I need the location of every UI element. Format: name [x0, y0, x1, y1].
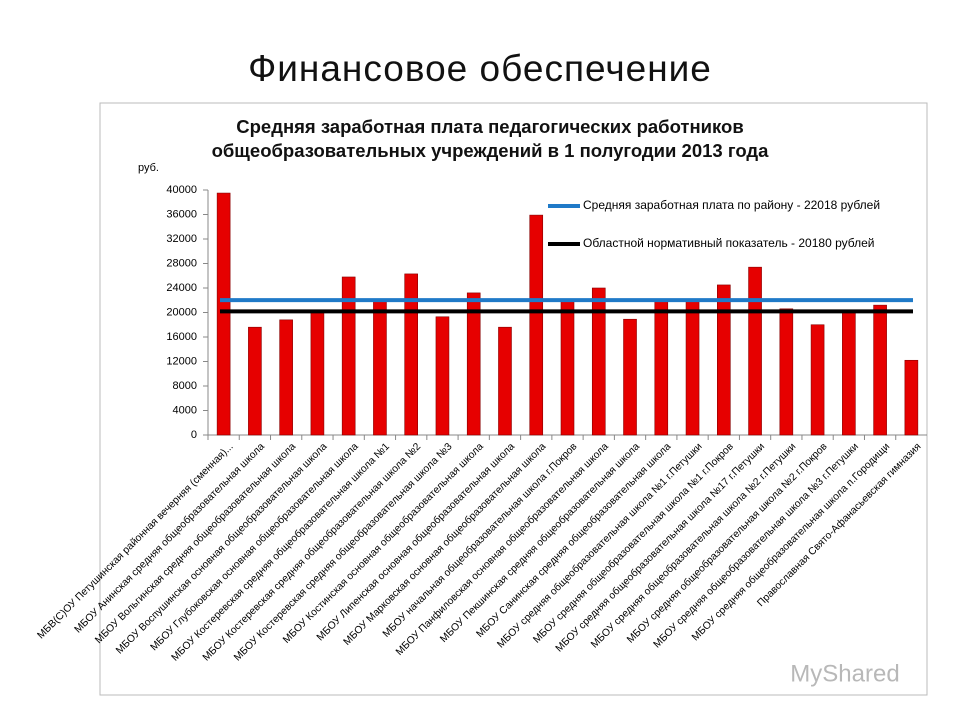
- slide-title: Финансовое обеспечение: [248, 48, 712, 89]
- bar: [842, 312, 856, 436]
- y-tick-label: 36000: [166, 208, 197, 220]
- bar: [591, 287, 606, 436]
- bar: [904, 359, 919, 436]
- bar: [779, 308, 794, 436]
- x-tick-label: МБОУ средняя общеобразовательная школа №…: [495, 440, 705, 650]
- y-tick-label: 4000: [173, 404, 197, 416]
- x-tick-label: МБОУ Марковская основная общеобразовател…: [341, 440, 548, 647]
- x-tick-label: МБОУ средняя общеобразовательная школа №…: [531, 440, 736, 645]
- watermark: MyShared: [790, 660, 899, 687]
- bar: [216, 192, 231, 436]
- x-tick-label: МБОУ средняя общеобразовательная школа п…: [689, 440, 892, 643]
- y-axis-label: руб.: [138, 162, 159, 174]
- y-tick-label: 24000: [166, 282, 197, 294]
- y-tick-label: 16000: [166, 331, 197, 343]
- bar: [654, 301, 669, 436]
- bar: [498, 326, 512, 436]
- bar: [435, 316, 450, 436]
- x-tick-label: МБОУ Вольгинская средняя общеобразовател…: [93, 440, 299, 646]
- bar: [248, 326, 262, 436]
- legend-label: Областной нормативный показатель - 20180…: [583, 236, 874, 250]
- bar: [717, 284, 731, 436]
- x-tick-label: МБОУ Пекшинская средняя общеобразователь…: [438, 440, 643, 645]
- bar: [748, 266, 762, 436]
- chart-frame: [99, 102, 928, 696]
- y-tick-label: 28000: [166, 257, 197, 269]
- bar: [404, 273, 418, 436]
- bar: [341, 276, 356, 436]
- bar: [685, 301, 700, 436]
- bar: [529, 214, 544, 436]
- bar: [466, 292, 481, 436]
- y-tick-label: 8000: [173, 380, 197, 392]
- y-tick-label: 40000: [166, 184, 197, 196]
- bar: [560, 301, 575, 436]
- legend-label: Средняя заработная плата по району - 220…: [583, 198, 880, 212]
- x-tick-label: МБОУ средняя общеобразовательная школа №…: [625, 440, 830, 645]
- bar: [373, 301, 387, 436]
- bar: [810, 324, 825, 436]
- bar: [873, 304, 887, 436]
- y-tick-label: 20000: [166, 306, 197, 318]
- y-tick-label: 12000: [166, 355, 197, 367]
- y-tick-label: 0: [191, 429, 197, 441]
- x-tick-label: МБОУ средняя общеобразовательная школа №…: [651, 440, 861, 650]
- bar: [279, 319, 293, 436]
- chart-title: Средняя заработная плата педагогических …: [211, 116, 769, 161]
- x-tick-label: МБОУ Липенская основная общеобразователь…: [314, 440, 517, 643]
- x-tick-label: МБОУ Костинская основная общеобразовател…: [281, 440, 486, 645]
- x-tick-label: МБОУ средняя общеобразовательная школа №…: [588, 440, 798, 650]
- bar: [623, 318, 637, 436]
- bar: [310, 311, 325, 436]
- y-tick-label: 32000: [166, 233, 197, 245]
